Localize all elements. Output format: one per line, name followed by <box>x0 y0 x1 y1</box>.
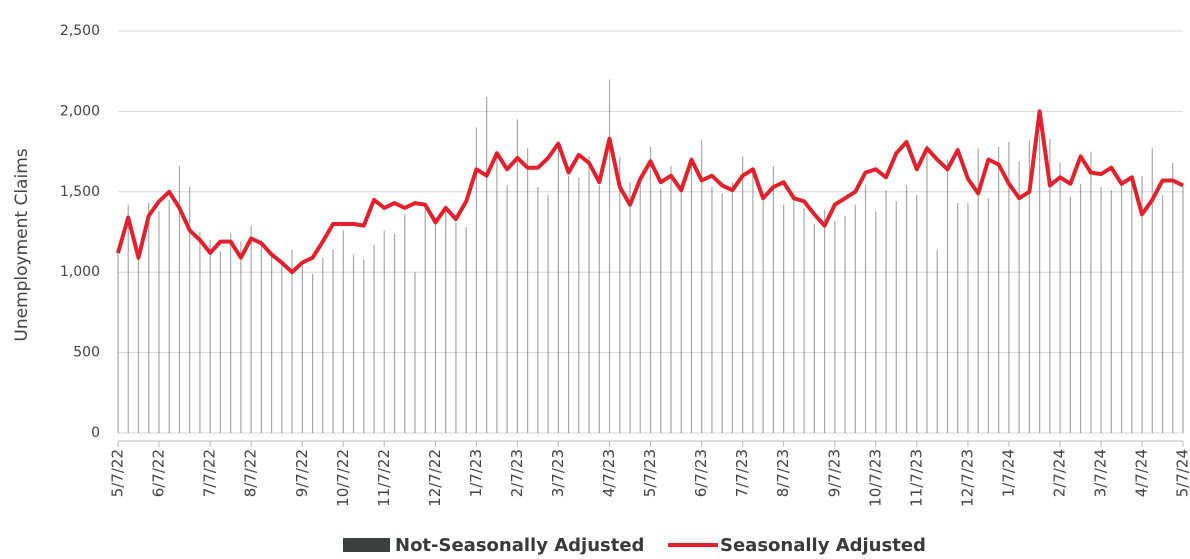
x-tick-label: 4/7/23 <box>600 449 618 497</box>
x-tick-label: 12/7/22 <box>426 449 444 507</box>
x-tick-label: 11/7/22 <box>375 449 393 507</box>
y-axis-label: Unemployment Claims <box>12 148 32 341</box>
x-tick-label: 10/7/23 <box>866 449 884 507</box>
y-tick-label: 0 <box>91 425 100 441</box>
x-tick-label: 3/7/24 <box>1092 449 1110 497</box>
y-tick-label: 1,000 <box>60 264 100 280</box>
x-tick-label: 3/7/23 <box>549 449 567 497</box>
legend-label: Not-Seasonally Adjusted <box>395 535 644 556</box>
x-tick-label: 6/7/22 <box>149 449 167 497</box>
x-tick-label: 4/7/24 <box>1133 449 1151 497</box>
x-tick-label: 1/7/23 <box>467 449 485 497</box>
x-tick-label: 7/7/23 <box>733 449 751 497</box>
x-tick-label: 5/7/22 <box>109 449 127 497</box>
x-tick-label: 2/7/23 <box>508 449 526 497</box>
x-tick-label: 1/7/24 <box>999 449 1017 497</box>
legend-label: Seasonally Adjusted <box>720 535 926 556</box>
x-tick-label: 12/7/23 <box>958 449 976 507</box>
x-tick-label: 5/7/24 <box>1174 449 1190 497</box>
x-tick-label: 6/7/23 <box>692 449 710 497</box>
y-tick-label: 2,000 <box>60 103 100 119</box>
legend-swatch <box>343 538 390 552</box>
x-tick-label: 10/7/22 <box>334 449 352 507</box>
x-tick-label: 8/7/22 <box>242 449 260 497</box>
x-tick-label: 2/7/24 <box>1051 449 1069 497</box>
x-tick-label: 11/7/23 <box>907 449 925 507</box>
x-tick-label: 9/7/22 <box>293 449 311 497</box>
x-tick-label: 7/7/22 <box>201 449 219 497</box>
y-tick-label: 1,500 <box>60 184 100 200</box>
x-tick-label: 5/7/23 <box>641 449 659 497</box>
x-tick-label: 8/7/23 <box>774 449 792 497</box>
x-tick-label: 9/7/23 <box>825 449 843 497</box>
line <box>116 109 1184 275</box>
y-tick-label: 500 <box>73 345 100 361</box>
y-tick-label: 2,500 <box>60 23 100 39</box>
